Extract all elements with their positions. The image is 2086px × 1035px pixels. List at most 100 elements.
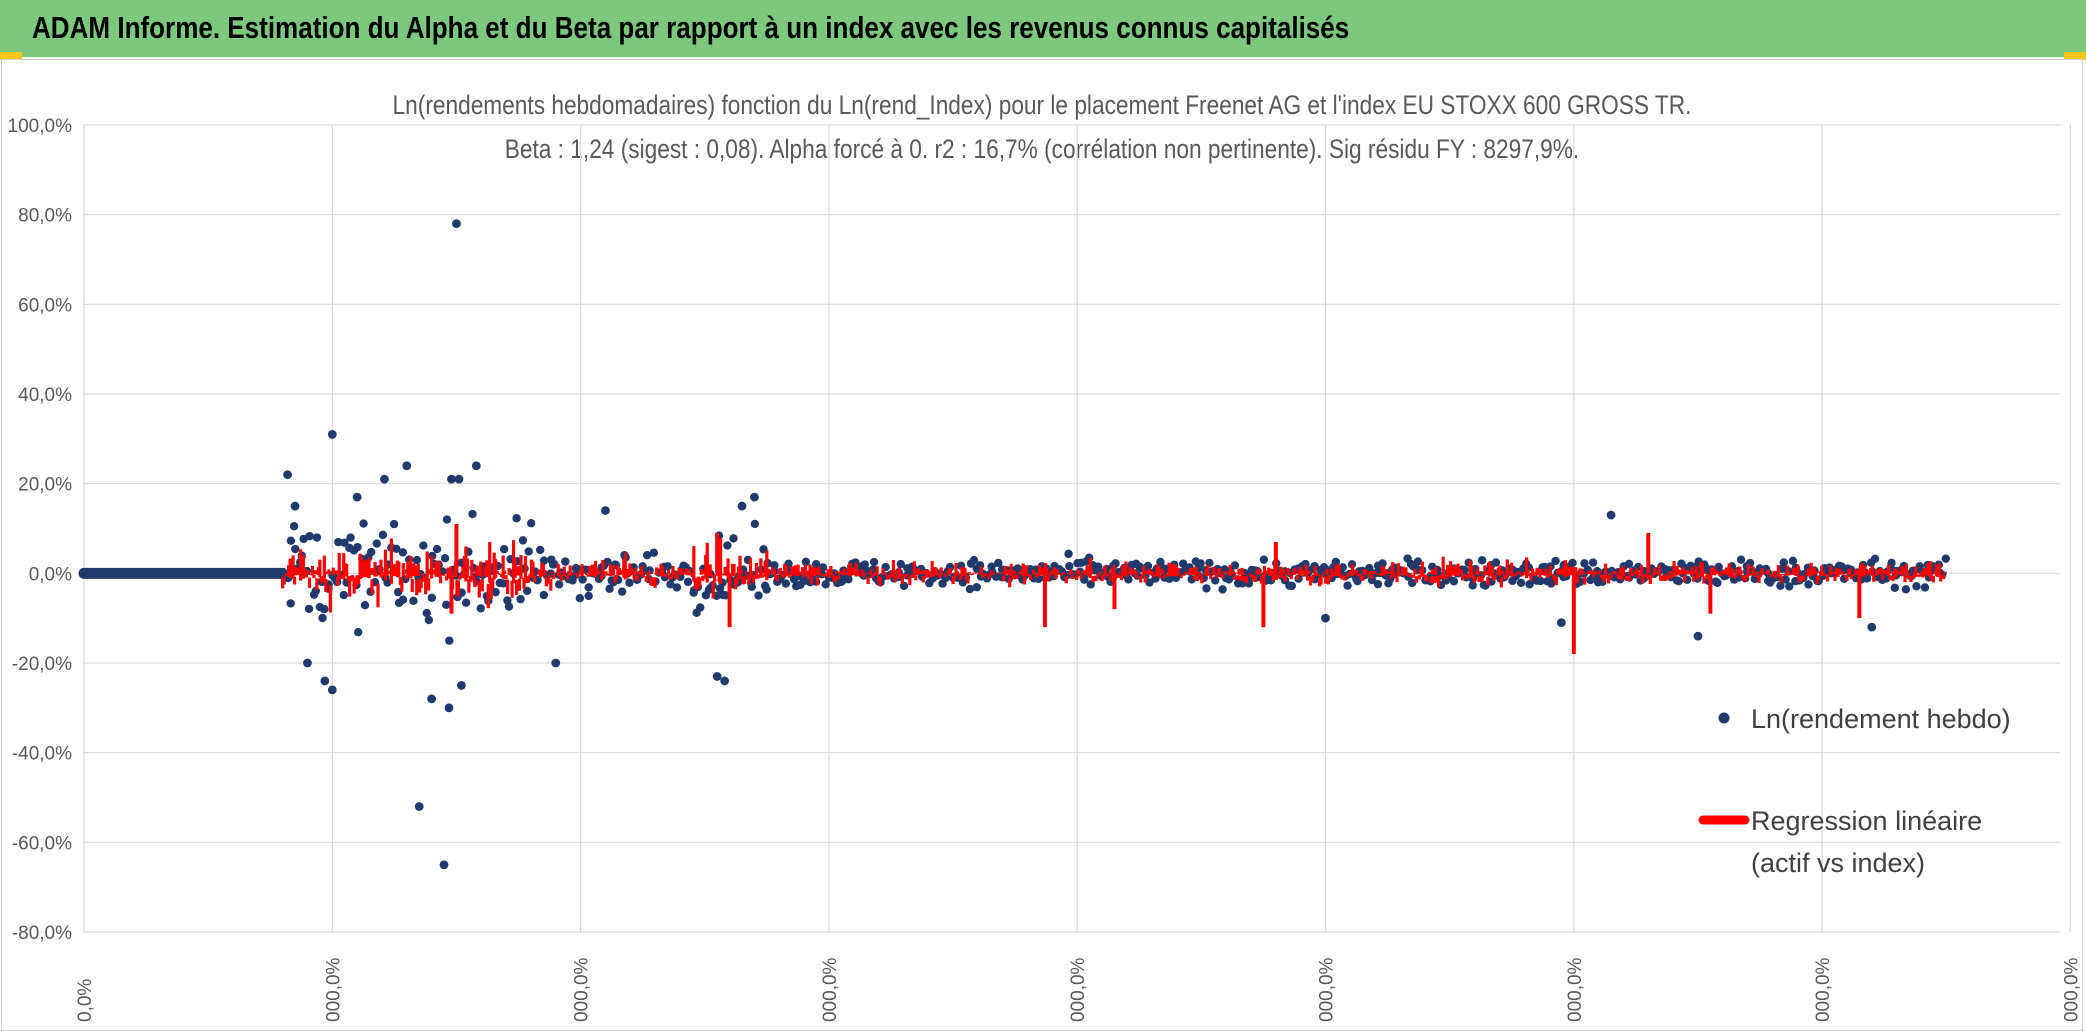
data-point: [663, 562, 672, 571]
data-point: [476, 604, 485, 613]
data-point-outlier: [601, 506, 610, 515]
data-point-outlier: [1321, 613, 1330, 623]
data-point: [696, 603, 705, 612]
x-tick-label: 000,0%: [1317, 957, 1338, 1022]
data-point: [1862, 574, 1872, 583]
data-point: [539, 590, 549, 600]
data-point: [617, 587, 627, 596]
data-point: [468, 509, 477, 519]
data-point: [499, 545, 509, 554]
data-point: [1413, 557, 1423, 566]
series-regression: [281, 524, 1947, 655]
data-point-outlier: [427, 694, 437, 704]
data-point: [818, 563, 828, 572]
data-point: [972, 582, 981, 592]
data-point-outlier: [380, 474, 389, 484]
data-point-outlier: [1606, 510, 1616, 520]
data-point-outlier: [352, 492, 362, 502]
data-point: [1259, 555, 1269, 564]
data-point: [353, 627, 363, 637]
data-point: [625, 578, 634, 587]
data-point: [1785, 582, 1794, 591]
data-point: [762, 585, 771, 594]
data-point: [286, 599, 295, 608]
data-point-outlier: [712, 672, 722, 681]
data-point: [801, 557, 811, 567]
data-point: [578, 575, 587, 584]
data-point: [1373, 579, 1383, 589]
data-point: [1343, 581, 1352, 590]
data-point: [398, 548, 408, 557]
data-point: [1781, 575, 1790, 584]
data-point: [461, 598, 471, 607]
data-point: [320, 605, 329, 614]
data-point: [1143, 561, 1153, 571]
data-point: [1407, 578, 1417, 588]
data-point-outlier: [327, 429, 337, 439]
data-point-outlier: [471, 461, 481, 471]
data-point: [304, 604, 314, 614]
data-point: [440, 553, 450, 563]
data-point: [1901, 585, 1911, 594]
data-point: [1788, 556, 1798, 566]
legend-dot-marker: [1718, 712, 1730, 724]
data-point: [1674, 576, 1683, 586]
data-point: [392, 544, 401, 553]
data-point: [291, 544, 300, 554]
data-point: [526, 519, 536, 528]
data-point-outlier: [1693, 631, 1703, 641]
data-point: [1065, 561, 1074, 571]
data-point: [305, 531, 314, 541]
data-point: [1568, 558, 1577, 568]
y-tick-label: -80,0%: [12, 923, 72, 944]
data-point: [1468, 581, 1477, 590]
data-point: [424, 615, 434, 625]
data-point: [729, 534, 738, 543]
data-point: [896, 559, 905, 569]
data-point: [340, 538, 349, 547]
data-point: [442, 515, 452, 524]
data-point: [1013, 564, 1022, 573]
data-point: [550, 559, 559, 569]
data-point: [1870, 554, 1880, 564]
data-point: [1551, 556, 1560, 566]
y-tick-label: 80,0%: [18, 206, 72, 227]
data-point: [445, 636, 454, 645]
data-point: [1516, 578, 1526, 588]
data-point: [359, 519, 368, 528]
corner-marker-right: [2064, 52, 2086, 60]
data-point: [1230, 561, 1240, 570]
data-point: [1353, 576, 1362, 586]
data-point: [945, 562, 955, 572]
data-point: [754, 591, 763, 600]
y-tick-label: 20,0%: [18, 475, 72, 496]
data-point: [1449, 577, 1459, 586]
data-point: [683, 577, 693, 587]
data-point-outlier: [320, 676, 330, 686]
data-point: [1580, 559, 1589, 568]
data-point-outlier: [303, 658, 312, 668]
data-point: [499, 579, 508, 588]
data-point: [994, 558, 1003, 568]
data-point: [512, 514, 521, 523]
data-point: [1367, 575, 1377, 585]
data-point-outlier: [414, 802, 424, 811]
x-tick-label: 000,0%: [1068, 957, 1089, 1022]
title-banner: ADAM Informe. Estimation du Alpha et du …: [0, 0, 2086, 57]
y-tick-label: -20,0%: [12, 654, 72, 675]
data-point: [372, 539, 381, 548]
data-point: [1920, 583, 1930, 592]
data-point: [1804, 580, 1813, 589]
data-point: [1202, 584, 1211, 593]
data-point: [286, 536, 296, 545]
data-point: [522, 586, 532, 595]
data-point: [312, 533, 322, 542]
data-point: [1779, 558, 1788, 567]
data-point: [1124, 575, 1133, 584]
data-point: [1713, 578, 1722, 587]
data-point: [811, 560, 821, 569]
data-point-outlier: [444, 703, 454, 713]
data-point: [747, 582, 756, 591]
legend-series1-label: Ln(rendement hebdo): [1751, 704, 2011, 734]
